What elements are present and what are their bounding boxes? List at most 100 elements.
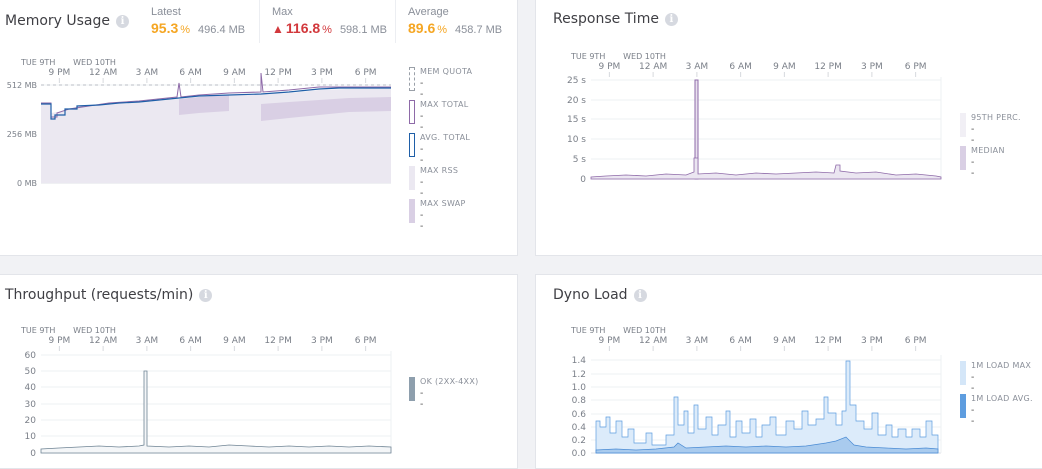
info-icon[interactable]: i	[199, 288, 213, 302]
response-time-title-text: Response Time	[553, 11, 659, 27]
x-tick-label: 12 AM	[639, 336, 667, 346]
legend-name: AVG. TOTAL	[420, 133, 471, 142]
x-tick-label: 12 AM	[89, 68, 117, 78]
x-tick-label: 6 PM	[905, 62, 927, 72]
memory-max-mb: 598.1 MB	[339, 24, 388, 36]
y-tick-label: 25 s	[567, 76, 586, 86]
x-date-label: WED 10TH	[623, 52, 666, 61]
y-tick-label: 5 s	[573, 155, 587, 165]
legend-value: --	[420, 111, 424, 133]
y-tick-label: 40	[25, 383, 37, 393]
y-tick-label: 256 MB	[7, 130, 37, 139]
y-tick-label: 0	[580, 175, 586, 185]
x-tick-label: 6 AM	[179, 68, 202, 78]
y-tick-label: 1.0	[572, 383, 587, 393]
x-tick-label: 6 PM	[355, 68, 377, 78]
legend-swatch	[409, 133, 415, 157]
x-tick-label: 3 AM	[686, 62, 709, 72]
warning-icon: ▲	[272, 22, 284, 36]
legend-name: OK (2XX-4XX)	[420, 377, 479, 386]
memory-average-label: Average	[408, 6, 449, 18]
y-tick-label: 20	[25, 416, 37, 426]
y-tick-label: 60	[25, 351, 37, 361]
memory-max-pct: 116.8	[285, 20, 321, 36]
legend-swatch	[960, 361, 966, 385]
memory-latest-label: Latest	[151, 6, 181, 18]
x-tick-label: 9 PM	[598, 336, 620, 346]
load-max-area	[595, 360, 939, 454]
y-tick-label: 30	[25, 400, 37, 410]
memory-max-unit: %	[322, 24, 332, 36]
median-area	[590, 157, 942, 180]
x-tick-label: 3 PM	[861, 62, 883, 72]
y-tick-label: 0.2	[572, 436, 586, 446]
x-date-label: WED 10TH	[623, 326, 666, 335]
memory-usage-title-text: Memory Usage	[5, 13, 111, 29]
y-tick-label: 0.8	[572, 396, 587, 406]
gridlines	[41, 351, 392, 454]
legend-value: --	[971, 372, 975, 394]
y-tick-label: 20 s	[567, 96, 586, 106]
legend-name: 1M LOAD MAX	[971, 361, 1032, 370]
info-icon[interactable]: i	[664, 12, 678, 26]
response-time-chart[interactable]: 9 PM 12 AM 3 AM 6 AM 9 AM 12 PM 3 PM 6 PM TUE 9T…	[536, 51, 956, 191]
info-icon[interactable]: i	[633, 288, 647, 302]
memory-average-unit: %	[437, 24, 448, 36]
legend-name: MEM QUOTA	[420, 67, 473, 76]
legend-swatch	[960, 394, 966, 418]
throughput-chart[interactable]: 9 PM 12 AM 3 AM 6 AM 9 AM 12 PM 3 PM 6 PM TUE 9T…	[0, 325, 409, 465]
response-time-panel: Response Time i 9 PM 12 AM 3 AM 6 AM 9 AM 12 P…	[535, 0, 1042, 256]
x-tick-label: 3 AM	[136, 68, 159, 78]
x-tick-label: 6 PM	[905, 336, 927, 346]
legend-value: --	[971, 157, 975, 179]
x-tick-label: 12 PM	[814, 62, 842, 72]
x-tick-label: 9 AM	[223, 336, 246, 346]
y-tick-label: 50	[25, 367, 37, 377]
memory-latest-pct: 95.3	[151, 20, 179, 36]
legend-swatch	[960, 113, 966, 137]
legend-value: --	[971, 124, 975, 146]
x-tick-label: 3 AM	[686, 336, 709, 346]
y-tick-label: 10	[25, 432, 37, 442]
x-tick-label: 3 AM	[136, 336, 159, 346]
legend-name: MAX TOTAL	[420, 100, 469, 109]
dyno-load-title: Dyno Load i	[553, 287, 647, 303]
legend-swatch	[409, 67, 415, 91]
x-date-label: TUE 9TH	[570, 326, 605, 335]
memory-usage-chart[interactable]: 9 PM 12 AM 3 AM 6 AM 9 AM 12 PM 3 PM 6 PM TUE 9T…	[0, 57, 399, 207]
x-tick-label: 9 AM	[773, 62, 796, 72]
y-tick-label: 512 MB	[7, 81, 37, 90]
memory-latest-mb: 496.4 MB	[198, 24, 246, 36]
x-tick-label: 6 AM	[729, 62, 752, 72]
memory-latest-unit: %	[180, 24, 191, 36]
legend-swatch	[409, 199, 415, 223]
x-date-label: TUE 9TH	[570, 52, 605, 61]
info-icon[interactable]: i	[116, 14, 130, 28]
x-tick-label: 9 PM	[598, 62, 620, 72]
throughput-title: Throughput (requests/min) i	[5, 287, 213, 303]
legend-swatch	[409, 166, 415, 190]
throughput-panel: Throughput (requests/min) i 9 PM 12 AM 3 AM…	[0, 274, 518, 469]
legend-swatch	[960, 146, 966, 170]
memory-usage-panel: Memory Usage i Latest 95.3% 496.4 MB Max ▲…	[0, 0, 518, 256]
legend-value: --	[420, 177, 424, 199]
x-tick-label: 12 AM	[639, 62, 667, 72]
max-total-line	[41, 72, 391, 118]
load-avg-area	[595, 436, 939, 454]
memory-usage-title: Memory Usage i	[5, 13, 130, 29]
max-swap-area	[179, 94, 391, 121]
x-tick-label: 9 PM	[48, 336, 70, 346]
memory-average-stat: Average 89.6% 458.7 MB	[395, 0, 502, 43]
legend-value: --	[420, 78, 424, 100]
dyno-load-title-text: Dyno Load	[553, 287, 628, 303]
legend-name: MEDIAN	[971, 146, 1005, 155]
x-tick-label: 9 AM	[773, 336, 796, 346]
x-date-label: TUE 9TH	[20, 326, 55, 335]
y-tick-label: 1.2	[572, 370, 586, 380]
dyno-load-chart[interactable]: 9 PM 12 AM 3 AM 6 AM 9 AM 12 PM 3 PM 6 PM TUE 9T…	[536, 325, 956, 465]
x-tick-label: 6 AM	[729, 336, 752, 346]
gridlines	[591, 77, 942, 180]
y-tick-label: 0	[30, 449, 36, 459]
x-tick-label: 6 PM	[355, 336, 377, 346]
x-tick-label: 9 AM	[223, 68, 246, 78]
